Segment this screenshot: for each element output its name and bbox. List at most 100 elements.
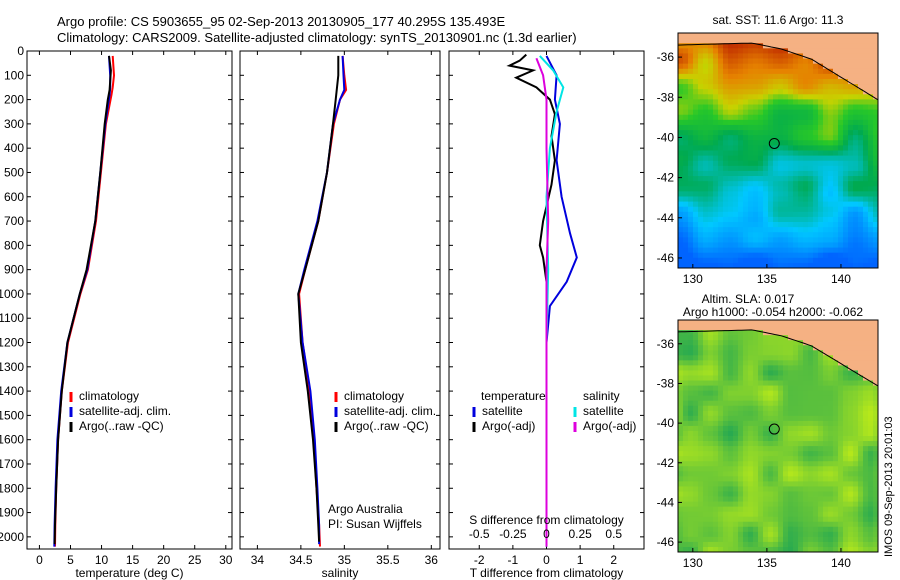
sst_map-cell: [853, 247, 859, 254]
sla_map-cell: [813, 521, 819, 528]
sst_map-cell: [863, 165, 869, 172]
sla_map-cell: [683, 430, 689, 437]
sla_map-cell: [838, 461, 844, 467]
sla_map-cell: [768, 330, 774, 336]
sla_map-cell: [778, 320, 784, 326]
sla_map-cell: [828, 400, 834, 407]
sla_map-cell: [758, 476, 764, 482]
sla_map-cell: [753, 511, 759, 518]
sst_map-cell: [783, 43, 789, 49]
sla_map-cell: [733, 415, 739, 422]
sla_map-cell: [758, 375, 764, 381]
sla_map-cell: [728, 446, 734, 452]
sla_map-cell: [813, 496, 819, 502]
sst_map-cell: [863, 150, 869, 157]
sla_map-cell: [793, 320, 799, 326]
sst_map-cell: [843, 216, 849, 223]
sla_map-cell: [818, 355, 824, 361]
sla_map-cell: [858, 546, 864, 553]
sla_map-cell: [748, 385, 754, 392]
sla_map-cell: [688, 405, 694, 412]
sla_map-cell: [718, 541, 724, 548]
sla_map-cell: [798, 456, 804, 462]
sla_map-cell: [758, 491, 764, 497]
sla_map-cell: [868, 385, 874, 392]
sst_map-cell: [823, 196, 829, 202]
sst_map-cell: [708, 242, 714, 248]
sst_map-cell: [818, 262, 824, 269]
sla_map-cell: [858, 330, 864, 336]
sst_map-cell: [723, 109, 729, 116]
sla_map-cell: [723, 355, 729, 361]
sla_map-cell: [768, 476, 774, 482]
sla_map-cell: [718, 451, 724, 457]
sst_map-cell: [753, 257, 759, 264]
sst_map-cell: [833, 181, 839, 187]
sst_map-cell: [753, 186, 759, 192]
sst_map-cell: [703, 135, 709, 141]
sst_map-cell: [733, 63, 739, 70]
sst_map-cell: [678, 130, 684, 136]
sst_map-cell: [733, 119, 739, 126]
sst_map-cell: [733, 89, 739, 95]
sst_map-cell: [738, 145, 744, 151]
sla_map-cell: [803, 436, 809, 442]
sst_map-cell: [688, 160, 694, 167]
sst_map-cell: [723, 165, 729, 172]
sst_map-cell: [763, 201, 769, 208]
sst_map-cell: [778, 140, 784, 146]
sla_map-cell: [733, 536, 739, 543]
sst_map-cell: [848, 196, 854, 202]
sla_map-cell: [853, 471, 859, 477]
sla_map-cell: [858, 380, 864, 386]
sla_map-cell: [803, 546, 809, 553]
sla_map-cell: [843, 511, 849, 518]
sla_map-cell: [743, 486, 749, 492]
sla_map-cell: [713, 446, 719, 452]
sla_map-cell: [693, 400, 699, 407]
sla_map-cell: [713, 320, 719, 326]
sla_map-cell: [808, 395, 814, 402]
sst_map-cell: [718, 94, 724, 100]
sst_map-cell: [773, 99, 779, 105]
sst_map-cell: [683, 114, 689, 121]
sla_map-cell: [808, 521, 814, 528]
sst_map-cell: [843, 145, 849, 151]
sst_map-cell: [813, 84, 819, 90]
sla_map-cell: [698, 345, 704, 351]
sla_map-cell: [833, 476, 839, 482]
sst_map-cell: [868, 48, 874, 54]
sla_map-cell: [763, 340, 769, 346]
sst_map-cell: [683, 94, 689, 100]
sst_map-cell: [843, 165, 849, 172]
sst_map-cell: [683, 165, 689, 172]
salinity-legend-label: Argo(..raw -QC): [344, 419, 429, 433]
sst_map-cell: [708, 130, 714, 136]
sla_map-cell: [733, 360, 739, 366]
sst_map-cell: [788, 242, 794, 248]
sst_map-cell: [713, 140, 719, 146]
sla_map-cell: [813, 335, 819, 341]
difference-xtick-label: 0: [543, 553, 550, 567]
sla_map-cell: [823, 471, 829, 477]
sst_map-cell: [778, 94, 784, 100]
sst_map-cell: [853, 206, 859, 213]
sst_map-cell: [853, 48, 859, 54]
sla_map-cell: [723, 436, 729, 442]
sst_map-cell: [738, 89, 744, 95]
sst_map-cell: [868, 237, 874, 243]
depth-tick-label: 1300: [0, 360, 24, 374]
sla_map-cell: [828, 330, 834, 336]
sla_map-cell: [683, 541, 689, 548]
sla_map-cell: [818, 330, 824, 336]
sla_map-cell: [758, 541, 764, 548]
sla_map-cell: [693, 420, 699, 427]
sst_map-cell: [733, 237, 739, 243]
sla_map-cell: [698, 375, 704, 381]
sst_map-cell: [848, 247, 854, 254]
sst_map-cell: [788, 84, 794, 90]
sst_map-cell: [723, 216, 729, 223]
sst_map-cell: [873, 104, 879, 111]
sst_map-cell: [798, 114, 804, 121]
sla_map-cell: [733, 511, 739, 518]
